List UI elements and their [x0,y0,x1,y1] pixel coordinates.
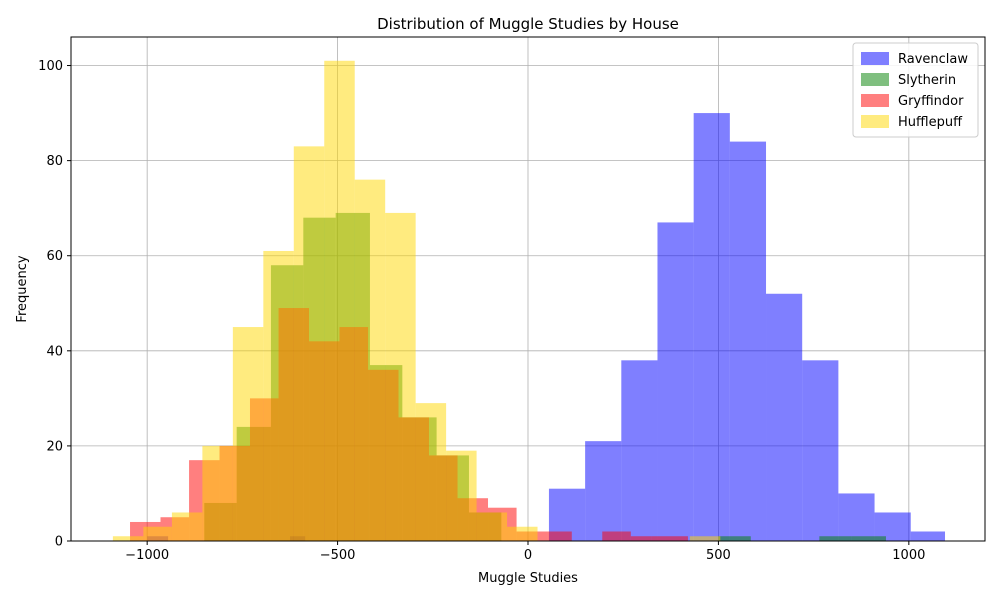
legend-label-ravenclaw: Ravenclaw [898,52,968,67]
chart-title: Distribution of Muggle Studies by House [377,15,679,33]
x-axis-ticks: −1000 −500 0 500 1000 [125,541,925,563]
x-tick-label: 1000 [892,548,925,563]
bar-hufflepuff [507,526,538,541]
y-tick-label: 20 [46,439,63,454]
x-tick-label: −500 [320,548,356,563]
legend-label-gryffindor: Gryffindor [898,94,964,109]
x-axis-label: Muggle Studies [478,571,578,586]
x-tick-label: 0 [524,548,532,563]
bar-ravenclaw [693,113,730,541]
legend-swatch-hufflepuff [861,115,889,128]
bar-hufflepuff [446,450,477,541]
y-tick-label: 0 [55,535,63,550]
y-tick-label: 100 [38,59,63,74]
x-tick-label: 500 [706,548,731,563]
legend-label-hufflepuff: Hufflepuff [898,115,963,130]
bar-ravenclaw [621,360,658,541]
bar-hufflepuff [232,327,264,541]
bar-hufflepuff [324,60,355,541]
bar-ravenclaw [766,293,803,541]
legend-label-slytherin: Slytherin [898,73,956,88]
legend-swatch-slytherin [861,73,889,86]
bar-slytherin [851,536,886,541]
bar-ravenclaw [802,360,839,541]
bar-hufflepuff [293,146,325,541]
bar-hufflepuff [112,536,144,541]
bar-gryffindor [547,531,572,541]
y-axis-label: Frequency [15,255,30,322]
bar-hufflepuff [476,512,508,541]
bar-slytherin [718,536,751,541]
bar-hufflepuff [385,212,416,541]
bar-ravenclaw [910,531,946,541]
bar-ravenclaw [657,222,694,541]
histogram-bars [112,60,946,542]
legend: Ravenclaw Slytherin Gryffindor Hufflepuff [852,42,979,138]
bar-ravenclaw [729,141,767,542]
legend-box [852,42,979,138]
bar-hufflepuff [143,526,172,541]
bar-hufflepuff [202,445,233,541]
legend-swatch-gryffindor [861,94,889,107]
bar-gryffindor [651,536,688,541]
bar-slytherin [819,536,852,541]
y-tick-label: 40 [46,344,63,359]
x-tick-label: −1000 [125,548,169,563]
bar-hufflepuff [354,179,386,541]
y-axis-ticks: 0 20 40 60 80 100 [38,59,71,550]
y-tick-label: 60 [46,249,63,264]
bar-hufflepuff [171,512,203,541]
bar-hufflepuff [263,250,294,541]
bar-ravenclaw [585,441,622,541]
bar-gryffindor [630,536,652,541]
y-tick-label: 80 [46,154,63,169]
bar-gryffindor [602,531,631,541]
bar-hufflepuff [689,536,721,541]
bar-ravenclaw [838,493,875,541]
bar-hufflepuff [415,403,447,541]
legend-swatch-ravenclaw [861,52,889,65]
